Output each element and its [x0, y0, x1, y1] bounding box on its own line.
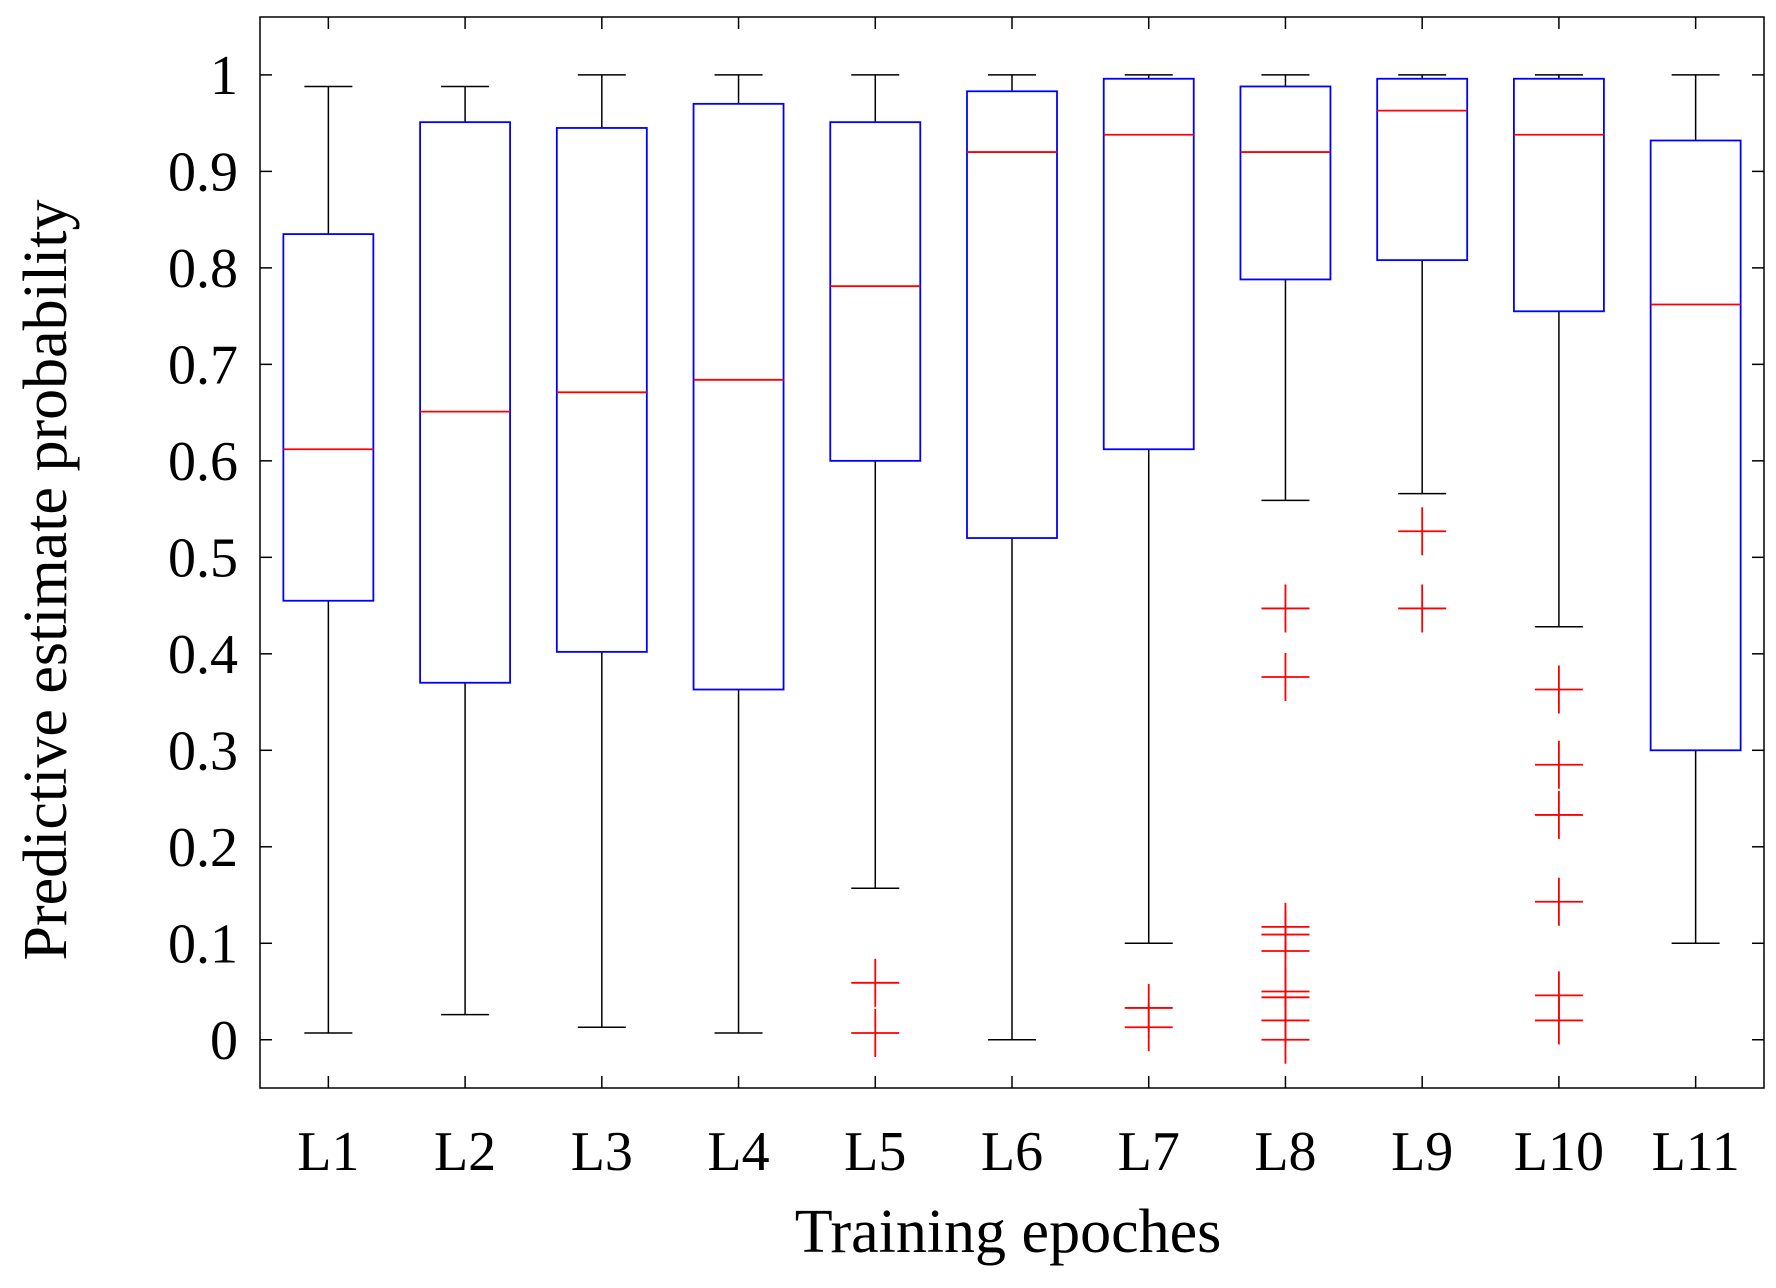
- box-L11: [1649, 74, 1742, 945]
- x-tick-label: L7: [1118, 1121, 1180, 1183]
- y-tick-label: 0.1: [168, 913, 238, 975]
- iqr-box: [1376, 77, 1469, 262]
- outlier-marker: [851, 1009, 900, 1058]
- box-L4: [692, 74, 785, 1034]
- iqr-box: [1239, 85, 1332, 281]
- x-tick-label: L4: [707, 1121, 769, 1183]
- box-L8: [1239, 74, 1332, 1064]
- box-L7: [1102, 74, 1195, 1052]
- y-tick-label: 0.9: [168, 141, 238, 203]
- iqr-box: [1102, 77, 1195, 451]
- box-L6: [966, 74, 1058, 1041]
- iqr-box: [555, 127, 648, 653]
- iqr-box: [1649, 139, 1742, 752]
- outlier-marker: [1261, 652, 1310, 701]
- box-L10: [1513, 74, 1605, 1045]
- iqr-box: [1513, 77, 1605, 313]
- iqr-box: [692, 102, 785, 691]
- y-tick-label: 0.3: [168, 720, 238, 782]
- outlier-marker: [1534, 740, 1583, 789]
- outlier-marker: [1124, 1003, 1173, 1052]
- y-tick-label: 0.6: [168, 431, 238, 493]
- x-tick-label: L11: [1652, 1121, 1740, 1183]
- y-tick-label: 0.8: [168, 238, 238, 300]
- x-axis: L1 L2 L3 L4 L5 L6 L7 L8 L9 L10 L11: [297, 17, 1740, 1183]
- outlier-marker: [1534, 996, 1583, 1045]
- box-L2: [419, 85, 511, 1016]
- outlier-marker: [1261, 584, 1310, 633]
- x-tick-label: L6: [981, 1121, 1043, 1183]
- y-tick-label: 0: [210, 1010, 238, 1072]
- y-tick-label: 0.7: [168, 334, 238, 396]
- x-tick-label: L10: [1514, 1121, 1604, 1183]
- plot-area: [259, 16, 1765, 1089]
- box-L5: [829, 74, 922, 1058]
- y-tick-label: 0.2: [168, 817, 238, 879]
- x-tick-label: L2: [434, 1121, 496, 1183]
- x-axis-label: Training epoches: [795, 1198, 1222, 1266]
- y-axis-label: Predictive estimate probability: [12, 199, 80, 960]
- box-L9: [1376, 74, 1469, 633]
- y-tick-label: 0.4: [168, 624, 238, 686]
- x-tick-label: L8: [1254, 1121, 1316, 1183]
- outlier-marker: [1534, 790, 1583, 839]
- iqr-box: [419, 121, 511, 684]
- outlier-marker: [1398, 507, 1447, 556]
- outlier-marker: [1534, 877, 1583, 926]
- box-L3: [555, 74, 648, 1028]
- outlier-marker: [1398, 584, 1447, 633]
- iqr-box: [966, 90, 1058, 539]
- iqr-box: [829, 121, 922, 462]
- box-L1: [282, 85, 375, 1034]
- outlier-marker: [851, 958, 900, 1007]
- x-tick-label: L9: [1391, 1121, 1453, 1183]
- y-tick-label: 1: [210, 45, 238, 107]
- iqr-box: [282, 233, 375, 602]
- y-tick-label: 0.5: [168, 527, 238, 589]
- outlier-marker: [1261, 1015, 1310, 1064]
- x-tick-label: L5: [844, 1121, 906, 1183]
- outlier-marker: [1261, 926, 1310, 975]
- x-tick-label: L3: [571, 1121, 633, 1183]
- x-tick-label: L1: [297, 1121, 359, 1183]
- y-axis: 0 0.1 0.2 0.3 0.4 0.5 0.6 0.7 0.8 0.9 1: [168, 45, 1764, 1072]
- outlier-marker: [1534, 665, 1583, 714]
